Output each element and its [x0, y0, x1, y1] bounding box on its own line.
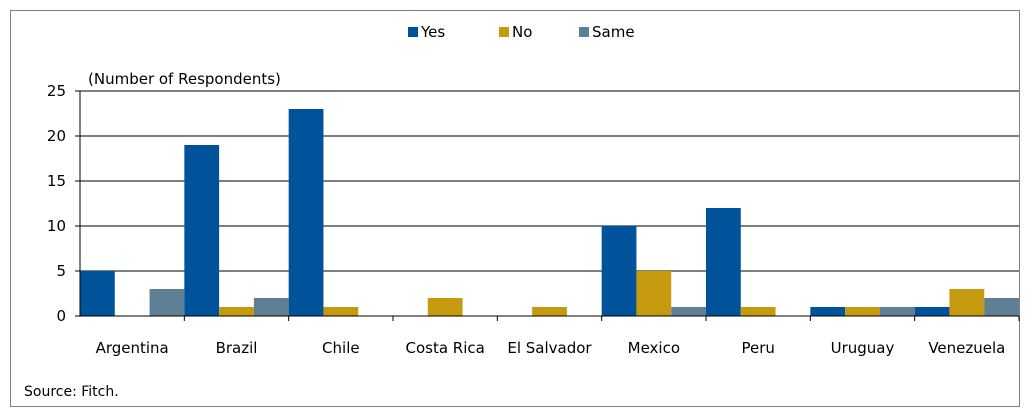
- y-tick-label: 25: [47, 82, 66, 100]
- x-tick-label: Argentina: [96, 339, 169, 357]
- y-tick-label: 15: [47, 172, 66, 190]
- x-tick-label: Brazil: [216, 339, 258, 357]
- legend: Yes No Same: [408, 23, 635, 41]
- bar-yes-venezuela: [915, 307, 950, 316]
- y-tick-label: 0: [56, 307, 66, 325]
- x-tick-label: Uruguay: [831, 339, 895, 357]
- bar-yes-brazil: [184, 145, 219, 316]
- bar-no-chile: [323, 307, 358, 316]
- legend-swatch-yes: [408, 27, 418, 37]
- x-tick-label: Chile: [322, 339, 360, 357]
- legend-label-no: No: [512, 23, 532, 41]
- bar-same-uruguay: [880, 307, 915, 316]
- x-tick-label: Mexico: [628, 339, 680, 357]
- bar-no-venezuela: [949, 289, 984, 316]
- bar-same-argentina: [150, 289, 185, 316]
- bar-yes-argentina: [80, 271, 115, 316]
- bar-no-uruguay: [845, 307, 880, 316]
- x-tick-label: Venezuela: [928, 339, 1005, 357]
- bar-same-venezuela: [984, 298, 1019, 316]
- bar-no-mexico: [636, 271, 671, 316]
- bar-yes-mexico: [602, 226, 637, 316]
- bars: [80, 109, 1019, 316]
- bar-yes-uruguay: [810, 307, 845, 316]
- legend-label-same: Same: [592, 23, 635, 41]
- bar-no-peru: [741, 307, 776, 316]
- bar-no-brazil: [219, 307, 254, 316]
- source-note: Source: Fitch.: [24, 385, 119, 399]
- bar-same-mexico: [671, 307, 706, 316]
- gridlines: [80, 91, 1019, 271]
- bar-yes-peru: [706, 208, 741, 316]
- x-tick-label: Costa Rica: [405, 339, 484, 357]
- x-tick-label: El Salvador: [507, 339, 592, 357]
- bar-yes-chile: [289, 109, 324, 316]
- legend-swatch-same: [579, 27, 589, 37]
- bar-no-costa-rica: [428, 298, 463, 316]
- bar-no-el-salvador: [532, 307, 567, 316]
- y-tick-label: 10: [47, 217, 66, 235]
- y-tick-label: 20: [47, 127, 66, 145]
- x-tick-label: Peru: [741, 339, 774, 357]
- y-tick-label: 5: [56, 262, 66, 280]
- bar-same-brazil: [254, 298, 289, 316]
- legend-swatch-no: [499, 27, 509, 37]
- y-axis-label: (Number of Respondents): [88, 70, 281, 88]
- legend-label-yes: Yes: [420, 23, 445, 41]
